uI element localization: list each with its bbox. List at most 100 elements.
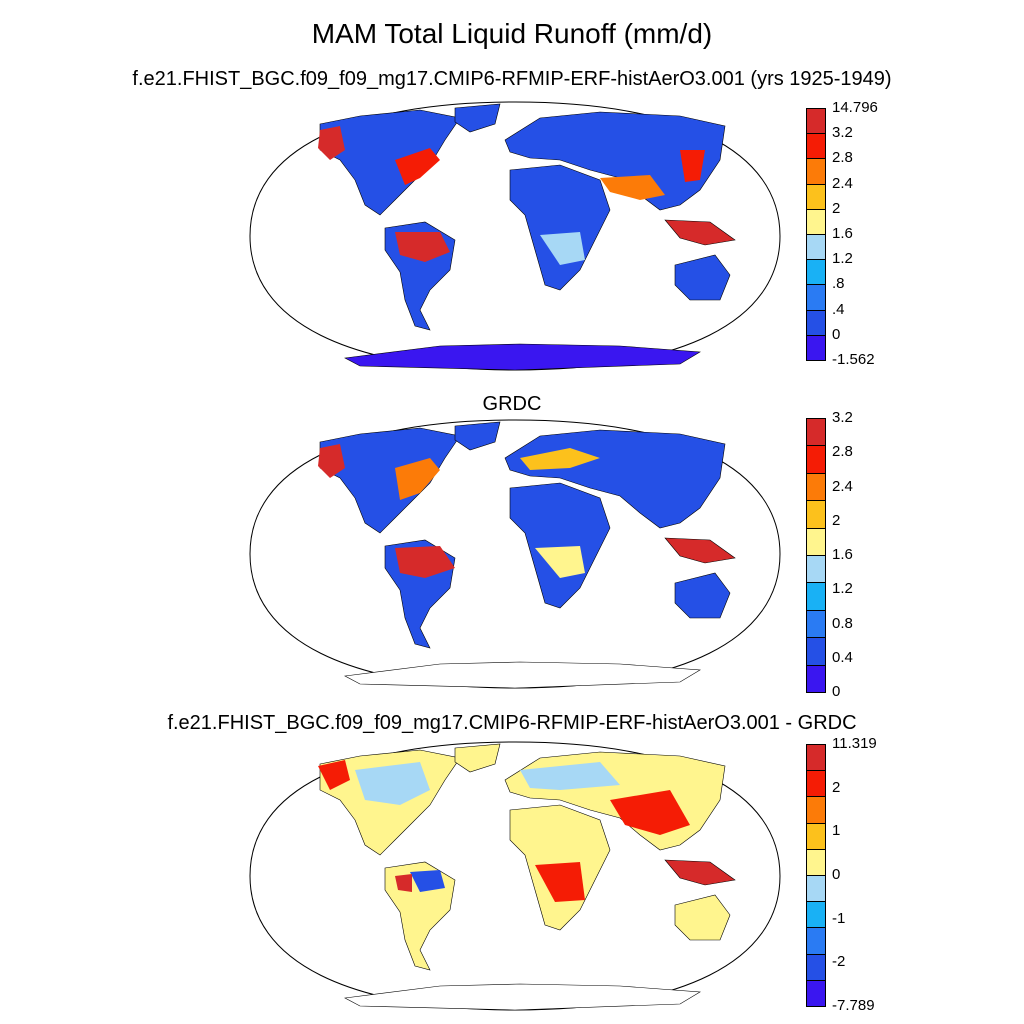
north-america-west-high	[318, 444, 345, 478]
colorbar-swatch	[806, 133, 826, 160]
colorbar-swatch	[806, 770, 826, 798]
figure-title: MAM Total Liquid Runoff (mm/d)	[311, 18, 713, 49]
colorbar-obs: 0 0.4 0.8 1.2 1.6 2 2.4 2.8 3.2	[806, 409, 853, 700]
colorbar-swatch	[806, 609, 826, 639]
north-america-west-high	[318, 126, 345, 160]
asia-south-high	[600, 175, 665, 200]
colorbar-swatch	[806, 822, 826, 850]
greenland-land	[454, 743, 501, 773]
panel-obs-title: GRDC	[482, 393, 542, 415]
colorbar-swatch	[806, 309, 826, 336]
colorbar-label: 2	[832, 199, 841, 217]
colorbar-label: 1.2	[832, 580, 853, 598]
colorbar-label: -7.789	[832, 997, 875, 1014]
alaska-high	[318, 760, 350, 790]
colorbar-swatch	[806, 953, 826, 981]
colorbar-swatch	[806, 637, 826, 666]
colorbar-swatch	[806, 527, 826, 556]
colorbar-label: 2.8	[832, 149, 853, 167]
australia-land	[674, 572, 731, 619]
north-america-low	[355, 762, 430, 805]
australia-land	[674, 254, 731, 301]
colorbar-swatch	[806, 108, 826, 135]
colorbar-swatch	[806, 445, 826, 474]
africa-land	[509, 482, 611, 609]
colorbar-label: 14.796	[832, 99, 878, 116]
asia-high	[610, 790, 690, 835]
colorbar-diff: -7.789 -2 -1 0 1 2 11.319	[806, 735, 877, 1014]
colorbar-swatch	[806, 848, 826, 876]
colorbar-label: 1.6	[832, 546, 853, 563]
greenland-land	[454, 103, 501, 133]
colorbar-model: -1.562 0 .4 .8 1.2 1.6 2 2.4 2.8 3.2 14.796	[806, 99, 878, 368]
africa-land	[509, 164, 611, 291]
colorbar-label: 1	[832, 822, 841, 840]
se-asia-land	[664, 859, 736, 886]
colorbar-label: 2	[832, 511, 841, 529]
eurasia-low	[520, 762, 620, 790]
colorbar-label: 0.8	[832, 614, 853, 632]
north-america-east-high	[395, 148, 440, 185]
colorbar-swatch	[806, 901, 826, 929]
colorbar-swatch	[806, 796, 826, 824]
colorbar-swatch	[806, 927, 826, 955]
greenland-land	[454, 421, 501, 451]
antarctica-outline	[344, 661, 701, 689]
panel-model-title: f.e21.FHIST_BGC.f09_f09_mg17.CMIP6-RFMIP…	[132, 68, 892, 90]
colorbar-swatch	[806, 418, 826, 447]
amazon-high	[395, 546, 455, 578]
colorbar-swatch	[806, 284, 826, 311]
colorbar-label: .4	[832, 300, 845, 318]
colorbar-label: 1.2	[832, 250, 853, 268]
colorbar-label: .8	[832, 275, 845, 293]
colorbar-label: 2.4	[832, 477, 853, 495]
east-asia-high	[680, 150, 705, 182]
colorbar-swatch	[806, 875, 826, 903]
amazon-low	[410, 870, 445, 892]
colorbar-label: -2	[832, 953, 846, 971]
colorbar-swatch	[806, 334, 826, 361]
eurasia-land	[504, 111, 726, 211]
north-america-east-high	[395, 458, 440, 500]
colorbar-label: 0	[832, 325, 841, 343]
colorbar-label: 0	[832, 866, 841, 883]
colorbar-swatch	[806, 472, 826, 502]
antarctica-land	[344, 343, 701, 371]
colorbar-swatch	[806, 500, 826, 529]
africa-central-high	[535, 546, 585, 578]
se-asia-land	[664, 219, 736, 246]
colorbar-swatch	[806, 664, 826, 693]
colorbar-label: 2.8	[832, 443, 853, 461]
australia-land	[674, 894, 731, 941]
amazon-high	[395, 874, 412, 892]
colorbar-swatch	[806, 158, 826, 185]
africa-central-high	[535, 862, 585, 902]
colorbar-label: 2	[832, 778, 841, 796]
colorbar-swatch	[806, 208, 826, 235]
colorbar-swatch	[806, 234, 826, 261]
colorbar-swatch	[806, 259, 826, 286]
colorbar-label: 0	[832, 683, 841, 700]
north-america-land	[319, 109, 461, 216]
colorbar-label: -1	[832, 909, 846, 927]
colorbar-swatch	[806, 183, 826, 210]
north-america-land	[319, 427, 461, 534]
europe-high	[520, 448, 600, 470]
africa-central-high	[540, 232, 585, 265]
se-asia-land	[664, 537, 736, 564]
colorbar-label: 11.319	[832, 735, 877, 752]
colorbar-label: 1.6	[832, 225, 853, 242]
colorbar-swatch	[806, 582, 826, 611]
colorbar-label: 0.4	[832, 648, 853, 666]
colorbar-label: 3.2	[832, 124, 853, 142]
colorbar-swatch	[806, 744, 826, 772]
colorbar-swatch	[806, 555, 826, 584]
amazon-high	[395, 232, 450, 262]
colorbar-label: 2.4	[832, 174, 853, 192]
antarctica-outline	[344, 983, 701, 1011]
colorbar-label: -1.562	[832, 351, 875, 368]
colorbar-swatch	[806, 979, 826, 1007]
